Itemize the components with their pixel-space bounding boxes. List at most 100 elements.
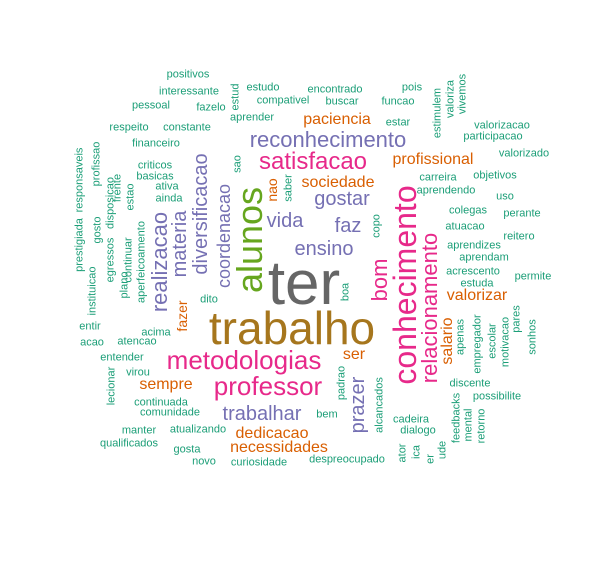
word-possibilite: possibilite <box>472 390 522 403</box>
word-colegas: colegas <box>449 204 487 217</box>
word-reitero: reitero <box>503 230 535 243</box>
word-interessante: interessante <box>159 85 219 98</box>
word-paciencia: paciencia <box>303 111 371 128</box>
word-ica: ica <box>410 444 423 460</box>
word-estar: estar <box>385 116 411 129</box>
word-bom: bom <box>367 258 392 302</box>
word-continuar: continuar <box>122 237 135 283</box>
word-sociedade: sociedade <box>301 174 375 191</box>
word-gostar: gostar <box>314 188 370 210</box>
word-cadeira: cadeira <box>392 413 430 426</box>
word-respeito: respeito <box>109 121 149 134</box>
word-gosto: gosto <box>91 216 104 244</box>
word-bem: bem <box>316 408 338 421</box>
word-realizacao: realizacao <box>147 211 172 313</box>
word-motivacao: motivacao <box>499 316 512 368</box>
word-ator: ator <box>396 443 409 463</box>
word-despreocupado: despreocupado <box>309 453 385 466</box>
word-fazer: fazer <box>174 300 190 332</box>
word-valorizado: valorizado <box>498 147 550 160</box>
word-novo: novo <box>192 455 216 468</box>
word-ude: ude <box>436 440 449 460</box>
word-pares: pares <box>510 305 523 333</box>
word-trabalhar: trabalhar <box>222 403 302 425</box>
word-disposicao: disposicao <box>104 177 117 229</box>
word-dialogo: dialogo <box>400 424 436 437</box>
word-financeiro: financeiro <box>132 137 180 150</box>
word-profissao: profissao <box>90 141 103 187</box>
word-aperfeicoamento: aperfeicoamento <box>135 221 148 303</box>
word-responsaveis: responsaveis <box>73 147 86 213</box>
word-acima: acima <box>141 326 171 339</box>
word-sonhos: sonhos <box>526 319 539 355</box>
word-ainda: ainda <box>155 192 183 205</box>
word-apenas: apenas <box>454 318 467 356</box>
word-estud: estud <box>229 83 242 111</box>
word-er: er <box>424 454 437 464</box>
word-pois: pois <box>401 81 423 94</box>
word-estudo: estudo <box>246 81 280 94</box>
word-atencao: atencao <box>117 335 157 348</box>
word-estao: estao <box>124 183 137 211</box>
word-valorizacao: valorizacao <box>474 119 530 132</box>
word-retorno: retorno <box>475 408 488 444</box>
word-copo: copo <box>370 214 383 238</box>
word-compativel: compativel <box>256 94 310 107</box>
word-instituicao: instituicao <box>86 266 99 316</box>
word-entender: entender <box>100 351 144 364</box>
word-comunidade: comunidade <box>140 406 200 419</box>
word-valorizar: valorizar <box>446 287 508 304</box>
word-estuda: estuda <box>460 277 494 290</box>
word-ativa: ativa <box>155 180 179 193</box>
word-perante: perante <box>503 207 541 220</box>
word-buscar: buscar <box>325 95 359 108</box>
word-atuacao: atuacao <box>445 220 485 233</box>
word-permite: permite <box>514 270 552 283</box>
word-ensino: ensino <box>294 238 354 260</box>
word-faz: faz <box>334 215 362 237</box>
word-ter: ter <box>267 249 341 318</box>
word-acrescento: acrescento <box>446 265 500 278</box>
word-criticos: criticos <box>137 159 173 172</box>
word-constante: constante <box>163 121 211 134</box>
word-qualificados: qualificados <box>99 437 159 450</box>
word-aprender: aprender <box>229 111 275 124</box>
word-vida: vida <box>266 210 304 232</box>
word-positivos: positivos <box>166 68 210 81</box>
word-mental: mental <box>462 408 475 442</box>
word-materia: materia <box>169 210 191 278</box>
word-funcao: funcao <box>381 95 415 108</box>
word-carreira: carreira <box>419 171 457 184</box>
word-aprendendo: aprendendo <box>416 184 476 197</box>
word-sao: sao <box>231 155 244 173</box>
word-vivemos: vivemos <box>456 73 469 115</box>
word-participacao: participacao <box>463 130 523 143</box>
word-relacionamento: relacionamento <box>417 232 442 384</box>
word-estimulem: estimulem <box>431 87 444 139</box>
word-saber: saber <box>282 174 295 202</box>
word-nao: nao <box>264 178 280 202</box>
word-basicas: basicas <box>136 170 174 183</box>
word-lecionar: lecionar <box>105 366 118 406</box>
word-empregador: empregador <box>471 314 484 374</box>
word-encontrado: encontrado <box>307 83 363 96</box>
word-dito: dito <box>200 293 218 306</box>
word-curiosidade: curiosidade <box>230 456 288 469</box>
word-prestigiada: prestigiada <box>73 218 86 272</box>
word-metodologias: metodologias <box>166 345 322 375</box>
word-entir: entir <box>79 320 101 333</box>
word-diversificacao: diversificacao <box>190 153 212 275</box>
word-egressos: egressos <box>104 237 117 283</box>
word-uso: uso <box>496 190 514 203</box>
word-atualizando: atualizando <box>169 423 227 436</box>
word-trabalho: trabalho <box>208 302 376 354</box>
word-necessidades: necessidades <box>230 439 328 456</box>
word-feedbacks: feedbacks <box>450 392 463 444</box>
word-profissional: profissional <box>392 151 474 168</box>
word-acao: acao <box>80 336 104 349</box>
word-boa: boa <box>339 282 352 302</box>
word-professor: professor <box>213 371 323 401</box>
word-fazelo: fazelo <box>196 101 226 114</box>
word-pessoal: pessoal <box>132 99 170 112</box>
